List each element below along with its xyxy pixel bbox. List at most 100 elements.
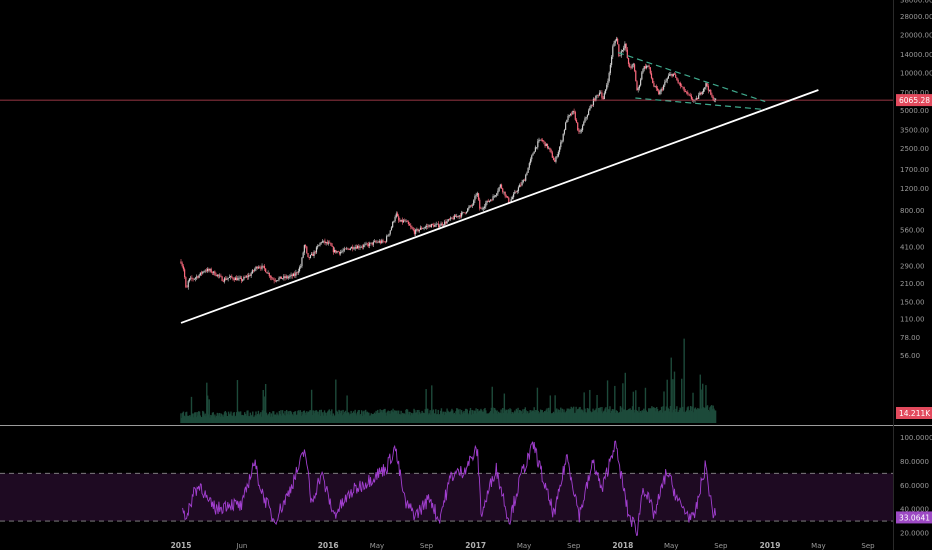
volume-bar — [244, 413, 247, 423]
volume-bar — [238, 412, 240, 423]
volume-bar — [436, 414, 439, 423]
candle-body — [388, 233, 390, 236]
volume-bar — [592, 408, 594, 423]
volume-bar — [711, 409, 714, 423]
candle-body — [232, 277, 234, 280]
price-axis[interactable]: 38000.00 28000.00 20000.00 14000.00 10000.00… — [900, 0, 932, 360]
volume-bar — [656, 407, 658, 423]
volume-bar — [535, 410, 538, 423]
candle-body — [451, 217, 453, 219]
volume-bar — [305, 415, 307, 423]
candle-body — [671, 74, 673, 77]
candle-body — [433, 224, 435, 227]
volume-bar — [510, 413, 513, 423]
candle-body — [423, 227, 425, 229]
volume-bar — [681, 378, 683, 423]
volume-bar — [218, 415, 220, 423]
candle-body — [502, 188, 504, 192]
candle-body — [652, 78, 654, 84]
volume-bar — [343, 413, 345, 423]
candle-body — [537, 141, 539, 148]
volume-bar — [323, 415, 325, 423]
volume-bar — [312, 410, 314, 423]
candle-body — [406, 220, 408, 222]
volume-bar — [675, 408, 677, 423]
support-trendline[interactable] — [180, 89, 819, 324]
volume-bar — [318, 409, 321, 423]
volume-bar — [547, 407, 550, 423]
volume-bar — [511, 412, 514, 423]
candle-body — [231, 276, 233, 278]
volume-bar — [485, 410, 487, 423]
volume-bar — [281, 410, 284, 423]
candle-body — [565, 122, 567, 130]
candle-body — [459, 215, 461, 217]
candle-body — [267, 272, 269, 274]
candle-body — [486, 200, 488, 204]
volume-bar — [526, 413, 528, 423]
volume-bar — [637, 412, 639, 423]
volume-bar — [327, 411, 329, 423]
rsi-axis[interactable]: 100.0000 80.0000 60.0000 40.0000 20.0000 — [900, 434, 932, 537]
time-tick-label: 2019 — [760, 541, 781, 550]
volume-bar — [460, 410, 463, 423]
volume-bar — [640, 412, 643, 423]
volume-bar — [690, 411, 693, 423]
volume-bar — [205, 416, 207, 423]
volume-bar — [283, 415, 285, 423]
volume-bar — [604, 408, 606, 423]
volume-bar — [568, 408, 570, 423]
candle-body — [184, 269, 186, 278]
candle-body — [458, 215, 460, 217]
candle-body — [457, 216, 459, 217]
volume-bar — [505, 409, 507, 423]
wedge-upper-line[interactable] — [617, 51, 766, 103]
volume-bar — [348, 415, 351, 423]
candle-body — [676, 77, 678, 80]
time-axis[interactable]: 2015 Jun 2016 May Sep 2017 May Sep 2018 May Sep 201… — [171, 541, 876, 550]
volume-bar — [499, 412, 502, 423]
candle-body — [619, 55, 621, 57]
candle-body — [684, 90, 686, 92]
rsi-tick-label: 20.0000 — [900, 530, 929, 538]
candle-body — [504, 191, 506, 197]
volume-bar — [532, 410, 535, 423]
candle-body — [590, 105, 592, 109]
volume-bar — [686, 407, 689, 423]
volume-bar — [471, 409, 473, 423]
volume-bar — [332, 413, 335, 423]
candle-body — [272, 278, 274, 280]
candle-body — [490, 199, 492, 201]
candle-body — [480, 208, 482, 210]
candle-body — [516, 190, 518, 192]
candle-body — [312, 253, 314, 256]
volume-bar — [372, 413, 374, 423]
candle-body — [378, 241, 380, 243]
candle-body — [468, 207, 470, 209]
volume-bar — [507, 409, 510, 423]
wedge-lower-line[interactable] — [635, 97, 766, 111]
volume-bar — [615, 410, 618, 423]
candle-body — [320, 242, 322, 243]
volume-bar — [300, 415, 302, 423]
volume-bar — [272, 411, 274, 423]
candle-body — [481, 208, 483, 210]
candle-body — [396, 213, 399, 217]
volume-bar — [630, 410, 632, 423]
volume-badge-bg — [896, 407, 932, 419]
volume-bar — [275, 415, 277, 423]
candle-body — [182, 266, 185, 270]
volume-bar — [646, 412, 648, 423]
candle-body — [487, 200, 489, 202]
candle-body — [520, 184, 522, 186]
candle-body — [193, 278, 195, 280]
candle-body — [688, 93, 690, 95]
volume-bar — [489, 411, 492, 423]
price-tick-label: 290.00 — [900, 262, 925, 270]
volume-bar — [544, 411, 547, 423]
candle-body — [690, 95, 693, 99]
price-tick-label: 56.00 — [900, 352, 920, 360]
volume-bar — [314, 413, 316, 423]
candle-body — [350, 246, 353, 249]
